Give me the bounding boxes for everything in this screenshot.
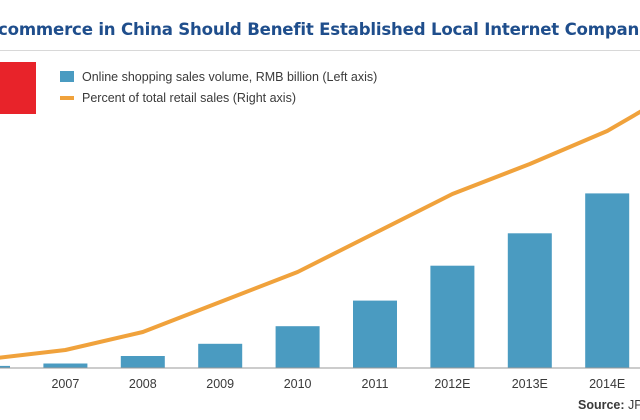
legend-label-bars: Online shopping sales volume, RMB billio… <box>82 69 378 84</box>
source-text: JP <box>628 398 640 412</box>
chart-title: commerce in China Should Benefit Establi… <box>0 20 640 39</box>
x-tick-label-2012E: 2012E <box>434 377 470 391</box>
bar-2011 <box>353 300 397 368</box>
x-tick-labels: 2007 2008 2009 2010 2011 2012E 2013E 2014E <box>51 377 625 391</box>
bar-2009 <box>198 343 243 368</box>
legend-swatch-line <box>60 95 74 100</box>
x-tick-label-2007: 2007 <box>51 377 79 391</box>
legend: Online shopping sales volume, RMB billio… <box>60 66 377 108</box>
legend-swatch-bar <box>60 71 74 82</box>
x-tick-label-2008: 2008 <box>129 377 157 391</box>
title-divider <box>0 50 640 51</box>
bar-2006 <box>0 365 10 368</box>
x-tick-label-2009: 2009 <box>206 377 234 391</box>
bar-series <box>0 193 630 368</box>
x-tick-label-2014E: 2014E <box>589 377 625 391</box>
bar-2008 <box>120 356 165 368</box>
legend-entry-bars: Online shopping sales volume, RMB billio… <box>60 66 377 87</box>
source-note: Source: JP <box>578 398 640 412</box>
source-label: Source: <box>578 398 625 412</box>
red-accent-box <box>0 62 36 114</box>
x-tick-label-2011: 2011 <box>362 377 389 391</box>
legend-entry-line: Percent of total retail sales (Right axi… <box>60 87 377 108</box>
bar-2012E <box>430 265 475 368</box>
bar-2014E <box>585 193 630 368</box>
line-series <box>0 109 640 360</box>
bar-2010 <box>275 326 320 368</box>
bar-2013E <box>507 233 552 368</box>
x-tick-label-2010: 2010 <box>284 377 312 391</box>
bar-2007 <box>43 363 88 368</box>
legend-label-line: Percent of total retail sales (Right axi… <box>82 90 296 105</box>
x-tick-label-2013E: 2013E <box>512 377 548 391</box>
